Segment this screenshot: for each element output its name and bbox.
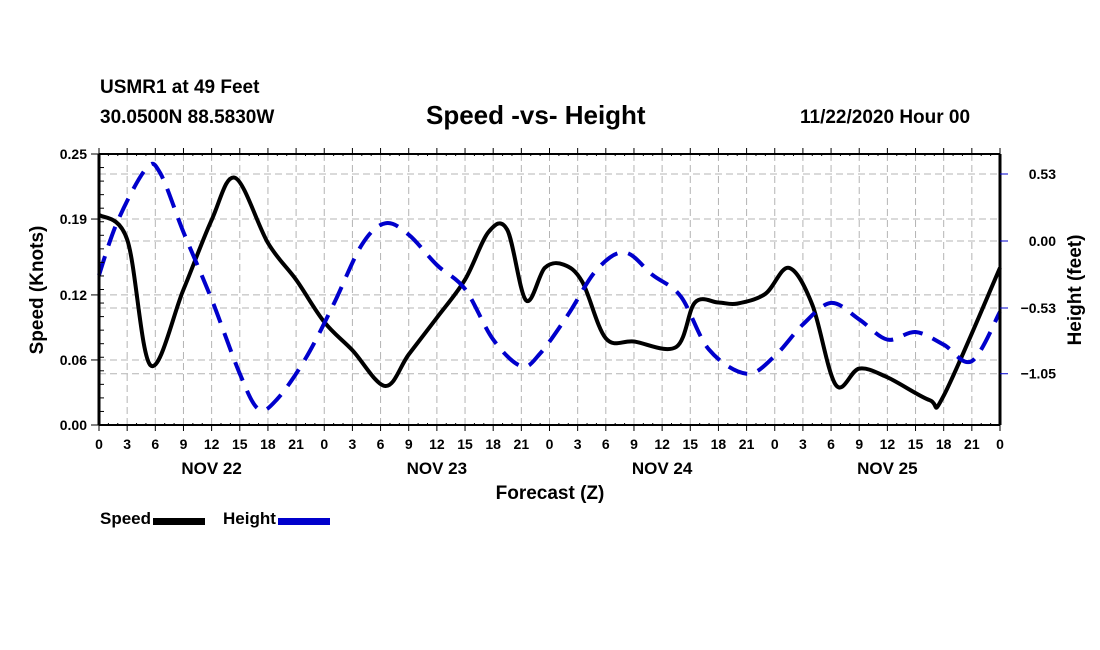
x-tick-label: 12 bbox=[880, 436, 896, 452]
x-tick-label: 9 bbox=[180, 436, 188, 452]
x-tick-label: 0 bbox=[996, 436, 1004, 452]
x-tick-label: 3 bbox=[574, 436, 582, 452]
x-tick-label: 9 bbox=[855, 436, 863, 452]
y-tick-label-left: 0.19 bbox=[60, 211, 87, 227]
legend-item-height: Height bbox=[223, 509, 330, 529]
x-tick-label: 6 bbox=[377, 436, 385, 452]
y-tick-label-left: 0.12 bbox=[60, 287, 87, 303]
series-line-speed bbox=[97, 175, 1002, 410]
y-tick-label-left: 0.06 bbox=[60, 352, 87, 368]
x-tick-label: 0 bbox=[95, 436, 103, 452]
x-tick-label: 18 bbox=[711, 436, 727, 452]
x-tick-label: 3 bbox=[123, 436, 131, 452]
x-tick-label: 12 bbox=[429, 436, 445, 452]
x-tick-label: 9 bbox=[405, 436, 413, 452]
legend-swatch-height bbox=[277, 517, 330, 525]
x-tick-label: 18 bbox=[936, 436, 952, 452]
y-tick-label-left: 0.25 bbox=[60, 146, 87, 162]
x-tick-label: 12 bbox=[204, 436, 220, 452]
x-tick-label: 21 bbox=[288, 436, 304, 452]
chart-title: Speed -vs- Height bbox=[426, 100, 646, 130]
y-tick-label-right: 0.53 bbox=[1029, 166, 1056, 182]
x-tick-label: 0 bbox=[546, 436, 554, 452]
series-line-height bbox=[97, 161, 1002, 413]
x-tick-label: 0 bbox=[771, 436, 779, 452]
x-tick-label: 18 bbox=[485, 436, 501, 452]
x-tick-label: 21 bbox=[739, 436, 755, 452]
legend-swatch-speed bbox=[153, 517, 206, 525]
x-tick-label: 15 bbox=[908, 436, 924, 452]
x-tick-label: 15 bbox=[457, 436, 473, 452]
day-label: NOV 25 bbox=[857, 459, 917, 478]
x-tick-label: 15 bbox=[682, 436, 698, 452]
x-tick-label: 6 bbox=[151, 436, 159, 452]
series-layer bbox=[97, 161, 1002, 413]
station-label: USMR1 at 49 Feet bbox=[100, 77, 260, 98]
legend-label-height: Height bbox=[223, 509, 276, 528]
axes bbox=[91, 148, 1008, 431]
day-label: NOV 24 bbox=[632, 459, 693, 478]
x-tick-label: 21 bbox=[514, 436, 530, 452]
forecast-datetime: 11/22/2020 Hour 00 bbox=[800, 107, 971, 128]
x-tick-label: 12 bbox=[654, 436, 670, 452]
y-tick-label-left: 0.00 bbox=[60, 417, 87, 433]
grid bbox=[99, 154, 1000, 425]
x-tick-label: 15 bbox=[232, 436, 248, 452]
x-tick-label: 18 bbox=[260, 436, 276, 452]
y-tick-label-right: 0.00 bbox=[1029, 233, 1056, 249]
x-tick-label: 3 bbox=[349, 436, 357, 452]
day-label: NOV 23 bbox=[407, 459, 467, 478]
y-tick-label-right: −1.05 bbox=[1021, 366, 1057, 382]
x-tick-label: 6 bbox=[602, 436, 610, 452]
x-tick-label: 6 bbox=[827, 436, 835, 452]
legend-label-speed: Speed bbox=[100, 509, 152, 528]
x-tick-label: 0 bbox=[320, 436, 328, 452]
coordinates-label: 30.0500N 88.5830W bbox=[100, 107, 275, 128]
tick-labels: 0 3 6 9 12 15 18 21 0 3 6 9 12 15 18 21 0 3 6 9 12 15 18 21 0 3 6 9… bbox=[60, 146, 1056, 478]
x-axis-label: Forecast (Z) bbox=[495, 483, 605, 504]
x-tick-label: 3 bbox=[799, 436, 807, 452]
legend-item-speed: Speed bbox=[100, 509, 206, 529]
x-tick-label: 9 bbox=[630, 436, 638, 452]
legend: Speed Height bbox=[100, 509, 348, 529]
x-tick-label: 21 bbox=[964, 436, 980, 452]
day-label: NOV 22 bbox=[181, 459, 241, 478]
y-tick-label-right: −0.53 bbox=[1021, 300, 1057, 316]
